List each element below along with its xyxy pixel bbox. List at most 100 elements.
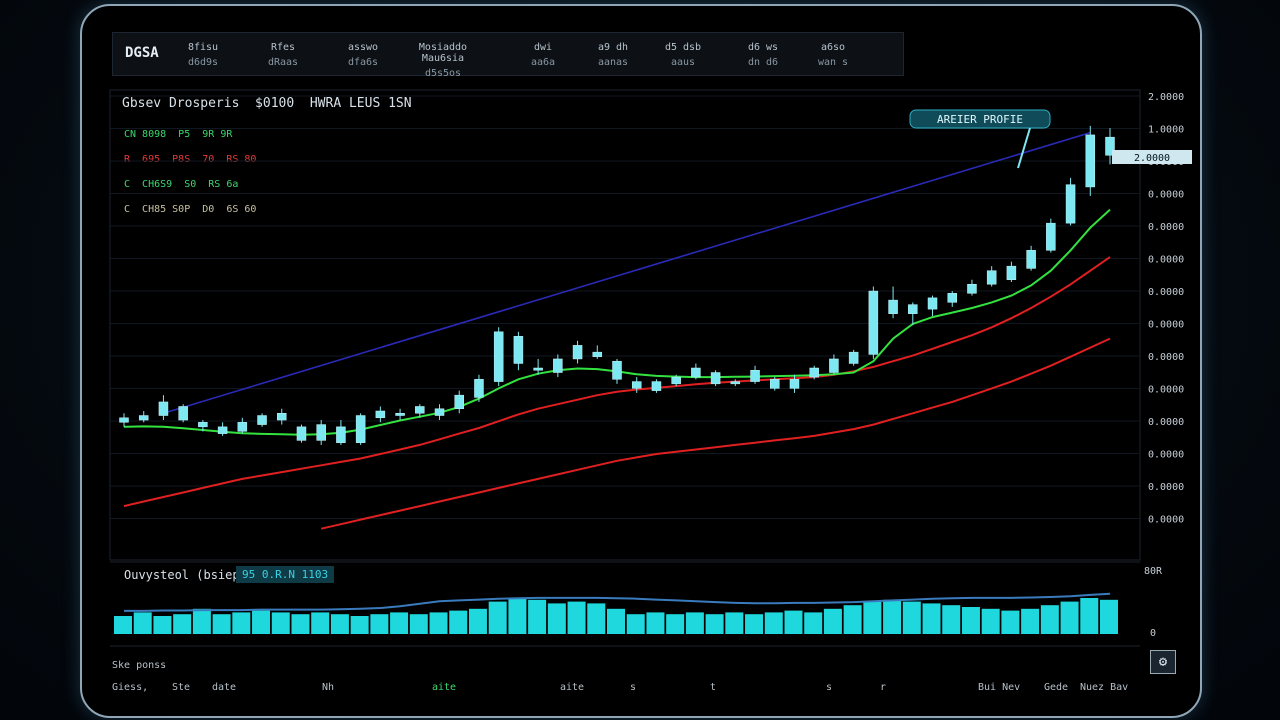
volume-bar: [804, 612, 823, 634]
settings-icon[interactable]: ⚙: [1150, 650, 1176, 674]
candlestick: [237, 422, 248, 432]
legend-item[interactable]: R 695 P8S 70 RS 80: [124, 154, 257, 165]
candlestick: [454, 394, 464, 409]
candlestick: [316, 424, 326, 441]
volume-bar: [311, 612, 330, 634]
volume-bar: [1100, 599, 1118, 634]
legend-item[interactable]: C CH6S9 S0 RS 6a: [124, 179, 239, 190]
volume-bar: [508, 598, 527, 634]
legend-item[interactable]: CN 8098 P5 9R 9R: [124, 129, 233, 140]
x-axis-label: Gede: [1044, 682, 1069, 693]
candlestick: [868, 290, 879, 355]
candlestick: [415, 406, 425, 414]
y-tick-label: 2.0000: [1148, 92, 1184, 103]
toolbar-cell-value: Rfes: [270, 42, 296, 53]
toolbar-cell-value: asswo: [347, 42, 379, 53]
volume-bar: [646, 612, 665, 634]
candlestick: [789, 379, 800, 389]
monitor-frame: DGSA 8fisu d6d9s Rfes dRaas asswo dfa6s Mosiad…: [80, 4, 1202, 718]
toolbar-cell[interactable]: 8fisu d6d9s: [163, 42, 243, 68]
volume-bar: [390, 612, 409, 634]
y-tick-label: 0.0000: [1148, 222, 1184, 233]
candlestick: [986, 270, 997, 285]
x-axis-label: date: [212, 682, 237, 693]
candlestick: [888, 299, 898, 314]
volume-bar: [449, 610, 468, 634]
volume-bar: [745, 614, 764, 634]
y-tick-label: 0.0000: [1148, 320, 1184, 331]
toolbar-cell[interactable]: Mosiaddo Mau6sia d5s5os: [403, 42, 483, 79]
y-tick-label: 0.0000: [1148, 190, 1184, 201]
x-axis-label: Nh: [322, 682, 335, 693]
volume-bar: [883, 599, 902, 634]
candlestick: [612, 360, 622, 380]
price-chart-panel[interactable]: Gbsev Drosperis $0100 HWRA LEUS 1SN CN 8…: [110, 90, 1140, 560]
toolbar-cell-value: 8fisu: [187, 42, 219, 53]
volume-bar: [863, 601, 882, 634]
candlestick: [750, 370, 760, 382]
moving-average-fast: [123, 208, 1111, 436]
candlestick: [1006, 265, 1017, 280]
toolbar-cell[interactable]: dwi aa6a: [503, 42, 583, 68]
candlestick: [967, 284, 977, 294]
volume-bar: [981, 608, 1000, 634]
volume-bar: [350, 616, 369, 634]
y-tick-label: 0.0000: [1148, 352, 1184, 363]
toolbar-cell-value: a9 dh: [597, 42, 629, 53]
candlestick: [848, 351, 859, 364]
volume-bar: [1040, 605, 1059, 634]
volume-bar: [173, 614, 192, 634]
toolbar-cell[interactable]: asswo dfa6s: [323, 42, 403, 68]
candlestick: [1065, 184, 1076, 224]
x-axis-label: t: [710, 682, 717, 693]
indicator-badge[interactable]: 95 0.R.N 1103: [236, 566, 335, 583]
volume-bar: [705, 614, 724, 634]
toolbar-cell[interactable]: d6 ws dn d6: [723, 42, 803, 68]
candlestick: [434, 408, 445, 416]
x-axis-labels: Giess, Ste date Nh aite aite s t s r Bui Nev Gede Nu…: [112, 682, 1152, 698]
x-axis-label: aite: [432, 682, 457, 693]
toolbar-cell[interactable]: d5 dsb aaus: [643, 42, 723, 68]
volume-bar: [114, 616, 132, 634]
toolbar-cell-value: d6 ws: [747, 42, 779, 53]
candlestick: [395, 413, 405, 416]
candlestick: [178, 406, 188, 421]
chart-title: Gbsev Drosperis $0100 HWRA LEUS 1SN: [122, 96, 412, 111]
toolbar-cell[interactable]: Rfes dRaas: [243, 42, 323, 68]
indicator-y-bottom: 0: [1150, 628, 1156, 639]
volume-bar: [685, 612, 704, 634]
volume-bar: [212, 614, 231, 634]
indicator-line: [124, 592, 1111, 612]
y-tick-label: 1.0000: [1148, 125, 1184, 136]
candlestick: [198, 422, 208, 428]
callout-label: AREIER PROFIE: [937, 113, 1023, 126]
volume-bar: [942, 605, 961, 634]
toolbar-cell-sub: d6d9s: [187, 57, 219, 68]
volume-bar: [961, 607, 980, 634]
toolbar-cell-value: d5 dsb: [664, 42, 702, 53]
y-tick-label: 0.0000: [1148, 450, 1184, 461]
toolbar-cell[interactable]: a6so wan s: [793, 42, 873, 68]
volume-bar: [587, 603, 606, 634]
volume-bar: [488, 601, 507, 634]
toolbar-cell[interactable]: a9 dh aanas: [573, 42, 653, 68]
x-axis-label: Ste: [172, 682, 191, 693]
callout-pointer: [1017, 127, 1031, 169]
volume-bar: [666, 614, 685, 634]
volume-bar: [291, 614, 310, 634]
y-tick-label: 0.0000: [1148, 515, 1184, 526]
chart-legend: CN 8098 P5 9R 9R R 695 P8S 70 RS 80 C CH…: [124, 122, 256, 222]
candlestick: [1026, 250, 1036, 269]
x-axis-label: r: [880, 682, 887, 693]
candlestick: [553, 358, 563, 373]
volume-bar: [153, 616, 172, 634]
volume-bar: [192, 608, 211, 634]
candlestick: [809, 367, 819, 378]
toolbar-cell-sub: aaus: [670, 57, 696, 68]
legend-item[interactable]: C CH85 S0P D0 6S 60: [124, 204, 257, 215]
plot-border: [109, 89, 1141, 561]
candlestick: [138, 415, 149, 421]
chart-canvas[interactable]: 2.0000 1.0000 0.0000 0.0000 0.0000 0.0000 0.00…: [82, 6, 1200, 716]
volume-bar: [271, 612, 290, 634]
candlestick: [631, 381, 642, 389]
